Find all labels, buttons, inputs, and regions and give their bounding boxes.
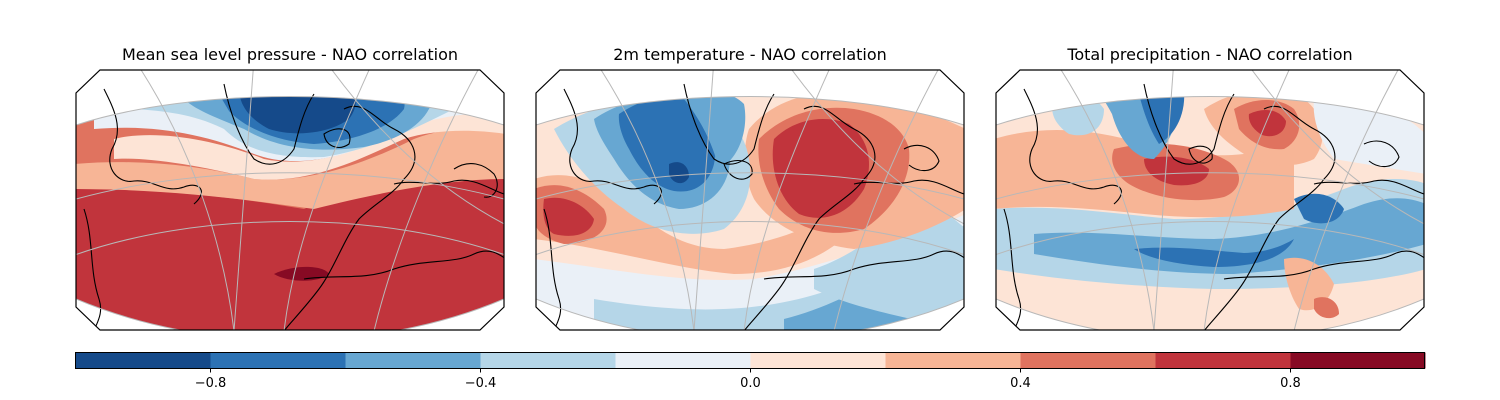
colorbar-segment [345, 352, 481, 369]
map-frame [75, 69, 505, 331]
colorbar-tick-label: 0.4 [1010, 376, 1031, 391]
coastlines [1003, 83, 1424, 330]
map-frame [995, 69, 1425, 331]
colorbar-segment [210, 352, 346, 369]
colorbar-tick-label: −0.4 [464, 376, 497, 391]
panel-title-mslp: Mean sea level pressure - NAO correlatio… [121, 45, 459, 64]
map-t2m [535, 69, 965, 331]
colorbar-segment [1290, 352, 1426, 369]
colorbar-segment [885, 352, 1021, 369]
colorbar-segment [480, 352, 616, 369]
coastlines [83, 83, 504, 330]
panel-title-precip: Total precipitation - NAO correlation [1067, 45, 1353, 64]
colorbar-ticks [210, 368, 1291, 373]
colorbar-tick-label: −0.8 [194, 376, 227, 391]
graticule [996, 70, 1424, 330]
panel-title-t2m: 2m temperature - NAO correlation [613, 45, 887, 64]
colorbar-segment [750, 352, 886, 369]
mslp-field [76, 96, 504, 330]
colorbar-segment [1155, 352, 1291, 369]
map-precip [995, 69, 1425, 331]
graticule [76, 70, 504, 330]
graticule [536, 70, 964, 330]
colorbar-segments [75, 352, 1426, 369]
map-mslp [75, 69, 505, 331]
coastlines [543, 83, 964, 330]
map-frame [535, 69, 965, 331]
colorbar-outline [75, 352, 1425, 369]
colorbar-tick-label: 0.8 [1280, 376, 1301, 391]
colorbar-segment [1020, 352, 1156, 369]
colorbar [75, 352, 1426, 373]
colorbar-segment [615, 352, 751, 369]
colorbar-tick-label: 0.0 [740, 376, 761, 391]
colorbar-segment [75, 352, 211, 369]
